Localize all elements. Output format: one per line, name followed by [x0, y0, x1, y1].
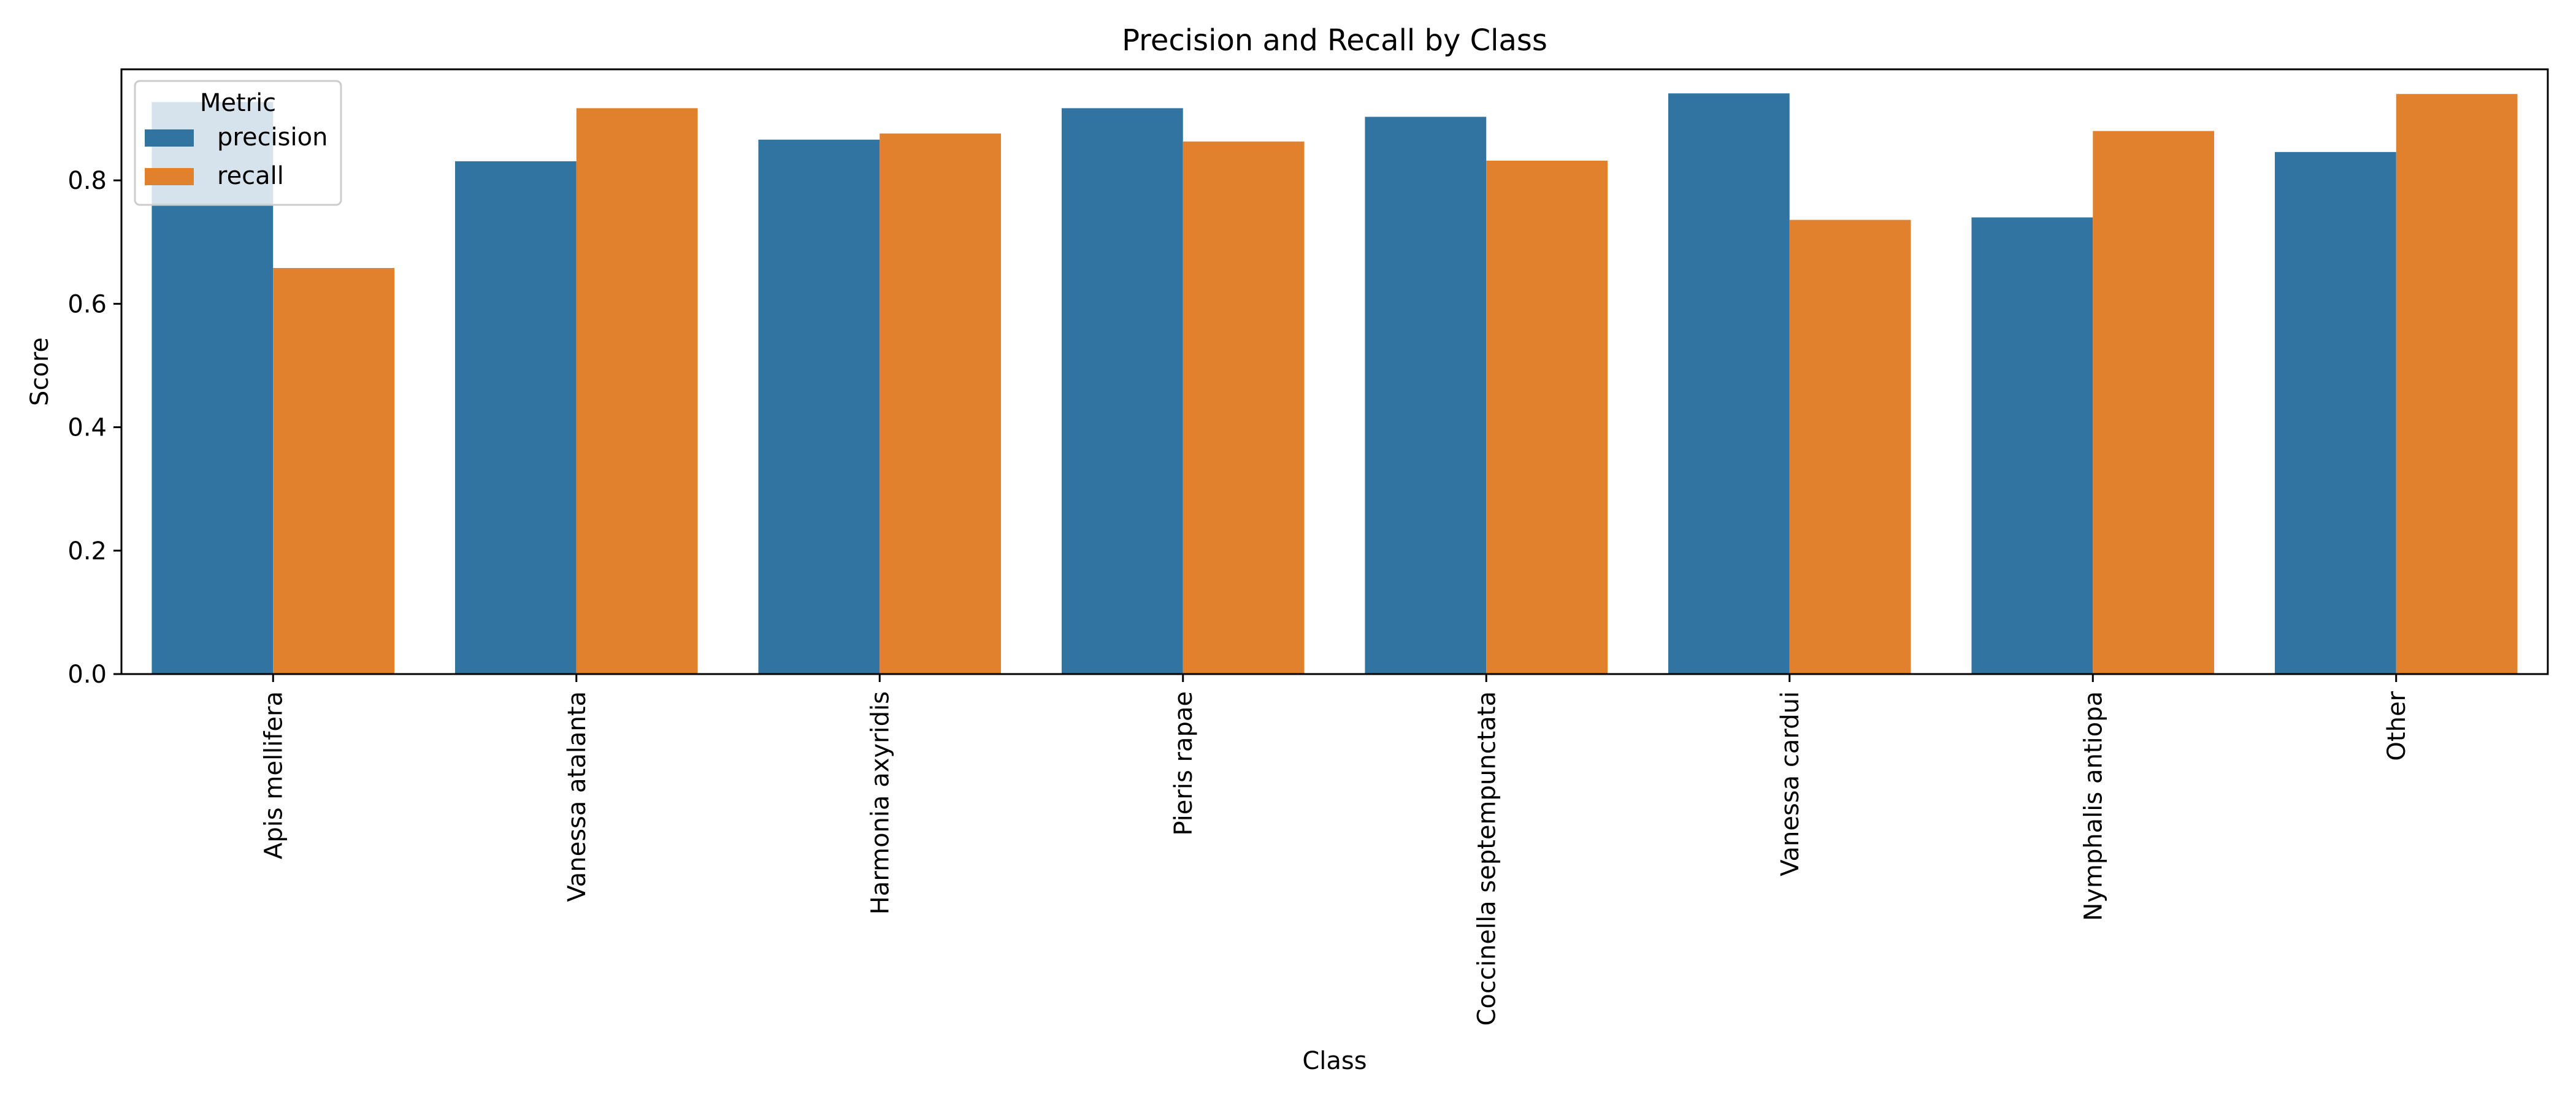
- x-axis-label: Class: [1302, 1047, 1367, 1075]
- bar-precision-5: [1668, 93, 1790, 674]
- x-tick-label: Apis mellifera: [259, 691, 288, 859]
- y-tick-label: 0.2: [67, 537, 107, 565]
- bar-recall-5: [1789, 220, 1911, 674]
- y-tick-label: 0.6: [67, 290, 107, 318]
- bar-precision-6: [1971, 217, 2093, 675]
- chart-title: Precision and Recall by Class: [1122, 23, 1547, 58]
- bar-recall-6: [2093, 131, 2215, 674]
- y-tick-label: 0.0: [67, 661, 107, 689]
- x-tick-label: Nymphalis antiopa: [2079, 691, 2107, 921]
- legend-label-recall: recall: [217, 162, 284, 190]
- bars-group: [151, 93, 2518, 675]
- bar-precision-3: [1061, 108, 1183, 674]
- bar-recall-2: [880, 133, 1002, 675]
- x-tick-label: Other: [2383, 691, 2411, 761]
- legend: Metric precision recall: [134, 80, 342, 206]
- bar-precision-2: [758, 139, 880, 675]
- x-axis: Apis mellifera Vanessa atalanta Harmonia a…: [259, 674, 2411, 1026]
- y-axis: 0.0 0.2 0.4 0.6 0.8: [67, 167, 121, 689]
- bar-precision-4: [1365, 117, 1487, 674]
- x-tick-label: Coccinella septempunctata: [1473, 691, 1501, 1026]
- x-tick-label: Harmonia axyridis: [866, 691, 894, 914]
- legend-title: Metric: [200, 89, 276, 117]
- bar-recall-3: [1183, 141, 1305, 675]
- bar-recall-4: [1486, 160, 1608, 674]
- legend-swatch-precision: [145, 129, 194, 147]
- y-axis-label: Score: [26, 337, 54, 406]
- bar-precision-7: [2274, 151, 2396, 674]
- legend-label-precision: precision: [217, 123, 328, 151]
- bar-recall-0: [273, 267, 395, 674]
- plot-frame: [120, 68, 2549, 675]
- y-tick-label: 0.4: [67, 414, 107, 442]
- bar-recall-1: [576, 108, 698, 674]
- bar-recall-7: [2396, 94, 2518, 675]
- x-tick-label: Pieris rapae: [1170, 691, 1198, 836]
- y-tick-label: 0.8: [67, 167, 107, 195]
- x-tick-label: Vanessa cardui: [1776, 691, 1804, 876]
- bar-precision-1: [454, 161, 577, 674]
- legend-swatch-recall: [145, 168, 194, 185]
- x-tick-label: Vanessa atalanta: [563, 691, 591, 902]
